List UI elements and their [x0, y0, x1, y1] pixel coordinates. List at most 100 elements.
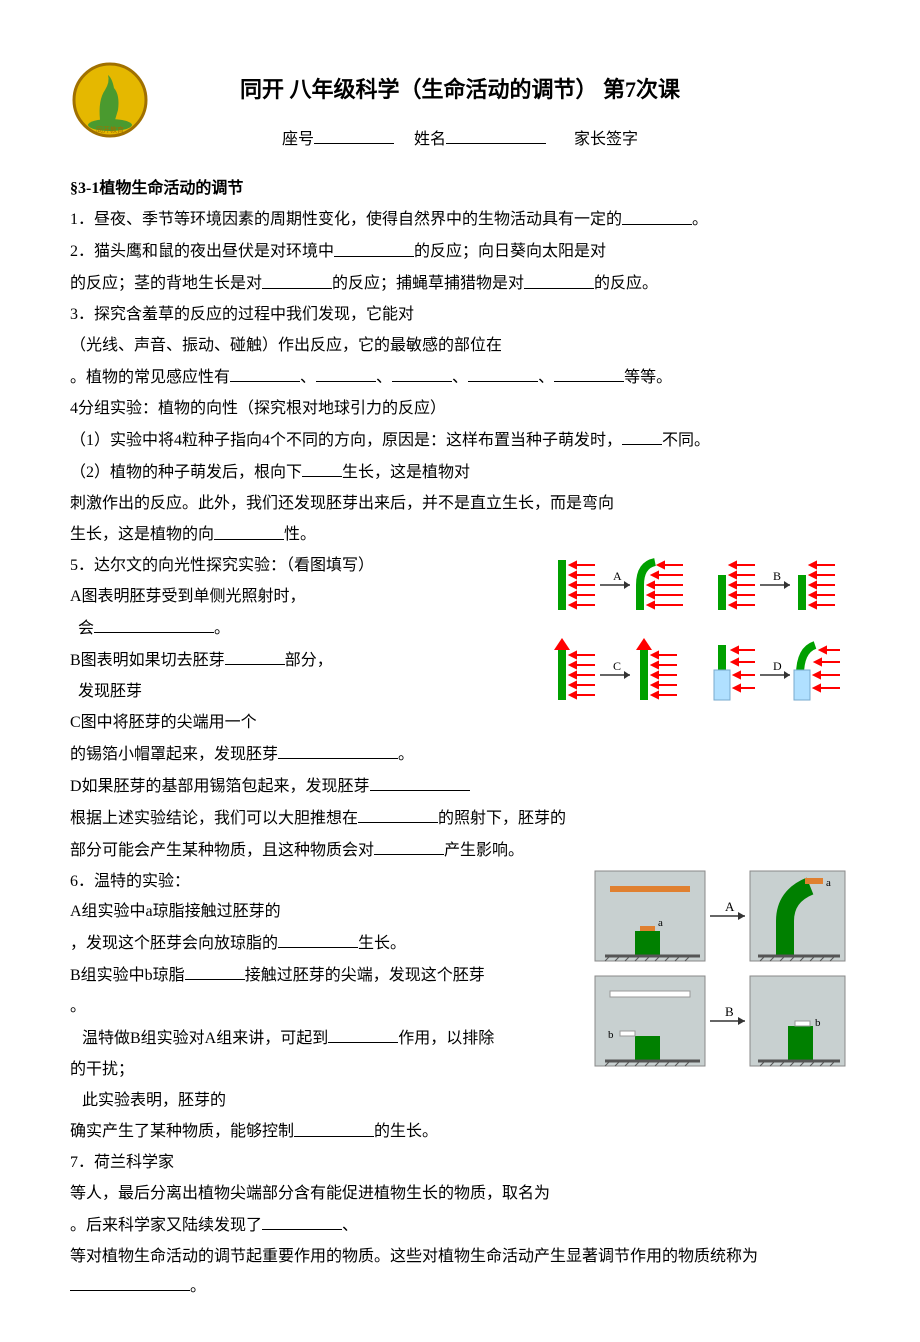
svg-text:同开教育: 同开教育 — [96, 125, 124, 134]
q7b: 。后来科学家又陆续发现了 — [70, 1217, 262, 1234]
q4-1: （1）实验中将4粒种子指向4个不同的方向，原因是：这样布置当种子萌发时， 不同。 — [70, 426, 850, 456]
q2a: 2．猫头鹰和鼠的夜出昼伏是对环境中 — [70, 244, 334, 261]
q5d-line: D如果胚芽的基部用锡箔包起来，发现胚芽 — [70, 772, 850, 802]
q2-line2: 的反应；茎的背地生长是对 的反应；捕蝇草捕猎物是对 的反应。 — [70, 269, 850, 299]
q3a: 3．探究含羞草的反应的过程中我们发现，它能对 — [70, 306, 414, 323]
logo: 同开教育 — [70, 60, 150, 151]
q5a2: 会 — [78, 620, 94, 637]
q5b1-line: B图表明如果切去胚芽 部分， — [70, 646, 530, 676]
seat-label: 座号 — [282, 131, 314, 148]
q3c: 。植物的常见感应性有 — [70, 369, 230, 386]
svg-text:a: a — [658, 917, 663, 929]
q6a3: 生长。 — [358, 935, 406, 952]
q6d1: 温特做B组实验对A组来讲，可起到 — [82, 1030, 328, 1047]
q7d: 等对植物生命活动的调节起重要作用的物质。这些对植物生命活动产生显著调节作用的物质… — [70, 1248, 758, 1265]
q6e2: 确实产生了某种物质，能够控制 — [70, 1124, 294, 1141]
sign-label: 家长签字 — [574, 131, 638, 148]
q7: 7．荷兰科学家 — [70, 1149, 850, 1178]
q3b: （光线、声音、振动、碰触）作出反应，它的最敏感的部位在 — [70, 337, 502, 354]
q5e3: 部分可能会产生某种物质，且这种物质会对 — [70, 842, 374, 859]
q5: 5．达尔文的向光性探究实验：（看图填写） — [70, 552, 530, 581]
q6d2: 作用，以排除 — [398, 1030, 494, 1047]
name-label: 姓名 — [414, 131, 446, 148]
q3-line2: （光线、声音、振动、碰触）作出反应，它的最敏感的部位在 — [70, 332, 850, 361]
student-info-line: 座号 姓名 家长签字 — [70, 125, 850, 155]
q1-text: 1．昼夜、季节等环境因素的周期性变化，使得自然界中的生物活动具有一定的 — [70, 212, 622, 229]
q6a2-line: ，发现这个胚芽会向放琼脂的 生长。 — [70, 929, 580, 959]
q2: 2．猫头鹰和鼠的夜出昼伏是对环境中 的反应；向日葵向太阳是对 — [70, 237, 850, 267]
q7c: 、 — [342, 1217, 358, 1234]
q4-2d: 生长，这是植物的向 — [70, 527, 214, 544]
q5e-line2: 部分可能会产生某种物质，且这种物质会对 产生影响。 — [70, 836, 850, 866]
q5a3: 。 — [214, 620, 230, 637]
went-diagram: a A a — [580, 866, 850, 1087]
svg-text:A: A — [725, 899, 735, 914]
q6e2-line: 确实产生了某种物质，能够控制 的生长。 — [70, 1117, 850, 1147]
q5e1: 根据上述实验结论，我们可以大胆推想在 — [70, 810, 358, 827]
q4: 4分组实验：植物的向性（探究根对地球引力的反应） — [70, 395, 850, 424]
q4-1a: （1）实验中将4粒种子指向4个不同的方向，原因是：这样布置当种子萌发时， — [70, 432, 622, 449]
q5d1: D如果胚芽的基部用锡箔包起来，发现胚芽 — [70, 778, 370, 795]
q4-2e: 性。 — [284, 527, 316, 544]
q4-2a: （2）植物的种子萌发后，根向下 — [70, 464, 302, 481]
q5e2: 的照射下，胚芽的 — [438, 810, 566, 827]
darwin-diagram: A B — [530, 550, 850, 731]
q4-2: （2）植物的种子萌发后，根向下 生长，这是植物对 — [70, 458, 850, 488]
q6e3: 的生长。 — [374, 1124, 438, 1141]
q6c: 。 — [70, 993, 580, 1022]
header: 同开 八年级科学（生命活动的调节） 第7次课 座号 姓名 家长签字 — [70, 60, 850, 155]
q6e1-line: 此实验表明，胚芽的 — [70, 1087, 580, 1116]
q4-2c: 刺激作出的反应。此外，我们还发现胚芽出来后，并不是直立生长，而是弯向 — [70, 495, 614, 512]
q6: 6．温特的实验： — [70, 868, 580, 897]
q5b3: 发现胚芽 — [78, 683, 142, 700]
svg-text:b: b — [815, 1017, 821, 1029]
q5e-line1: 根据上述实验结论，我们可以大胆推想在 的照射下，胚芽的 — [70, 804, 850, 834]
q5b2: 部分， — [285, 652, 333, 669]
q2c: 的反应；茎的背地生长是对 — [70, 276, 262, 293]
svg-text:B: B — [725, 1004, 734, 1019]
q7a: 等人，最后分离出植物尖端部分含有能促进植物生长的物质，取名为 — [70, 1185, 550, 1202]
q6d-line: 温特做B组实验对A组来讲，可起到 作用，以排除 — [70, 1024, 580, 1054]
q4-2b: 生长，这是植物对 — [342, 464, 470, 481]
q5c3: 。 — [398, 746, 414, 763]
q5-block: 5．达尔文的向光性探究实验：（看图填写） A图表明胚芽受到单侧光照射时， 会。 … — [70, 550, 850, 737]
q4-1b: 不同。 — [662, 432, 710, 449]
q7a-line: 等人，最后分离出植物尖端部分含有能促进植物生长的物质，取名为 — [70, 1180, 850, 1209]
q5a2-line: 会。 — [70, 614, 530, 644]
page-title: 同开 八年级科学（生命活动的调节） 第7次课 — [70, 70, 850, 110]
q5e4: 产生影响。 — [444, 842, 524, 859]
svg-text:a: a — [826, 877, 831, 889]
q6a2: ，发现这个胚芽会向放琼脂的 — [70, 935, 278, 952]
svg-text:B: B — [773, 569, 781, 583]
q2b: 的反应；向日葵向太阳是对 — [414, 244, 606, 261]
q5c2: 的锡箔小帽罩起来，发现胚芽 — [70, 746, 278, 763]
q3: 3．探究含羞草的反应的过程中我们发现，它能对 — [70, 301, 850, 330]
q7b-line: 。后来科学家又陆续发现了 、 — [70, 1211, 850, 1241]
q6b1: B组实验中b琼脂 — [70, 967, 185, 984]
svg-text:A: A — [613, 569, 622, 583]
svg-text:D: D — [773, 659, 782, 673]
q3d: 等等。 — [624, 369, 672, 386]
q4-2b-line: 刺激作出的反应。此外，我们还发现胚芽出来后，并不是直立生长，而是弯向 — [70, 490, 850, 519]
q7e: 。 — [190, 1278, 206, 1295]
q6e1: 此实验表明，胚芽的 — [82, 1092, 226, 1109]
q6-block: 6．温特的实验： A组实验中a琼脂接触过胚芽的 ，发现这个胚芽会向放琼脂的 生长。… — [70, 866, 850, 1116]
q5c1: C图中将胚芽的尖端用一个 — [70, 709, 530, 738]
q7d-line: 等对植物生命活动的调节起重要作用的物质。这些对植物生命活动产生显著调节作用的物质… — [70, 1243, 850, 1302]
q3-line3: 。植物的常见感应性有、、、、等等。 — [70, 363, 850, 393]
q5b1: B图表明如果切去胚芽 — [70, 652, 225, 669]
q6a1: A组实验中a琼脂接触过胚芽的 — [70, 898, 580, 927]
q6b2: 接触过胚芽的尖端，发现这个胚芽 — [245, 967, 485, 984]
q2d: 的反应；捕蝇草捕猎物是对 — [332, 276, 524, 293]
q1-end: 。 — [692, 212, 708, 229]
q6d3: 的干扰； — [70, 1056, 580, 1085]
section-heading: §3-1植物生命活动的调节 — [70, 175, 850, 204]
q1: 1．昼夜、季节等环境因素的周期性变化，使得自然界中的生物活动具有一定的 。 — [70, 205, 850, 235]
q6b-line: B组实验中b琼脂 接触过胚芽的尖端，发现这个胚芽 — [70, 961, 580, 991]
svg-text:C: C — [613, 659, 621, 673]
q2e: 的反应。 — [594, 276, 658, 293]
svg-text:b: b — [608, 1029, 614, 1041]
q4-2c-line: 生长，这是植物的向 性。 — [70, 520, 850, 550]
q5b3-line: 发现胚芽 — [70, 678, 530, 707]
q5a1: A图表明胚芽受到单侧光照射时， — [70, 583, 530, 612]
